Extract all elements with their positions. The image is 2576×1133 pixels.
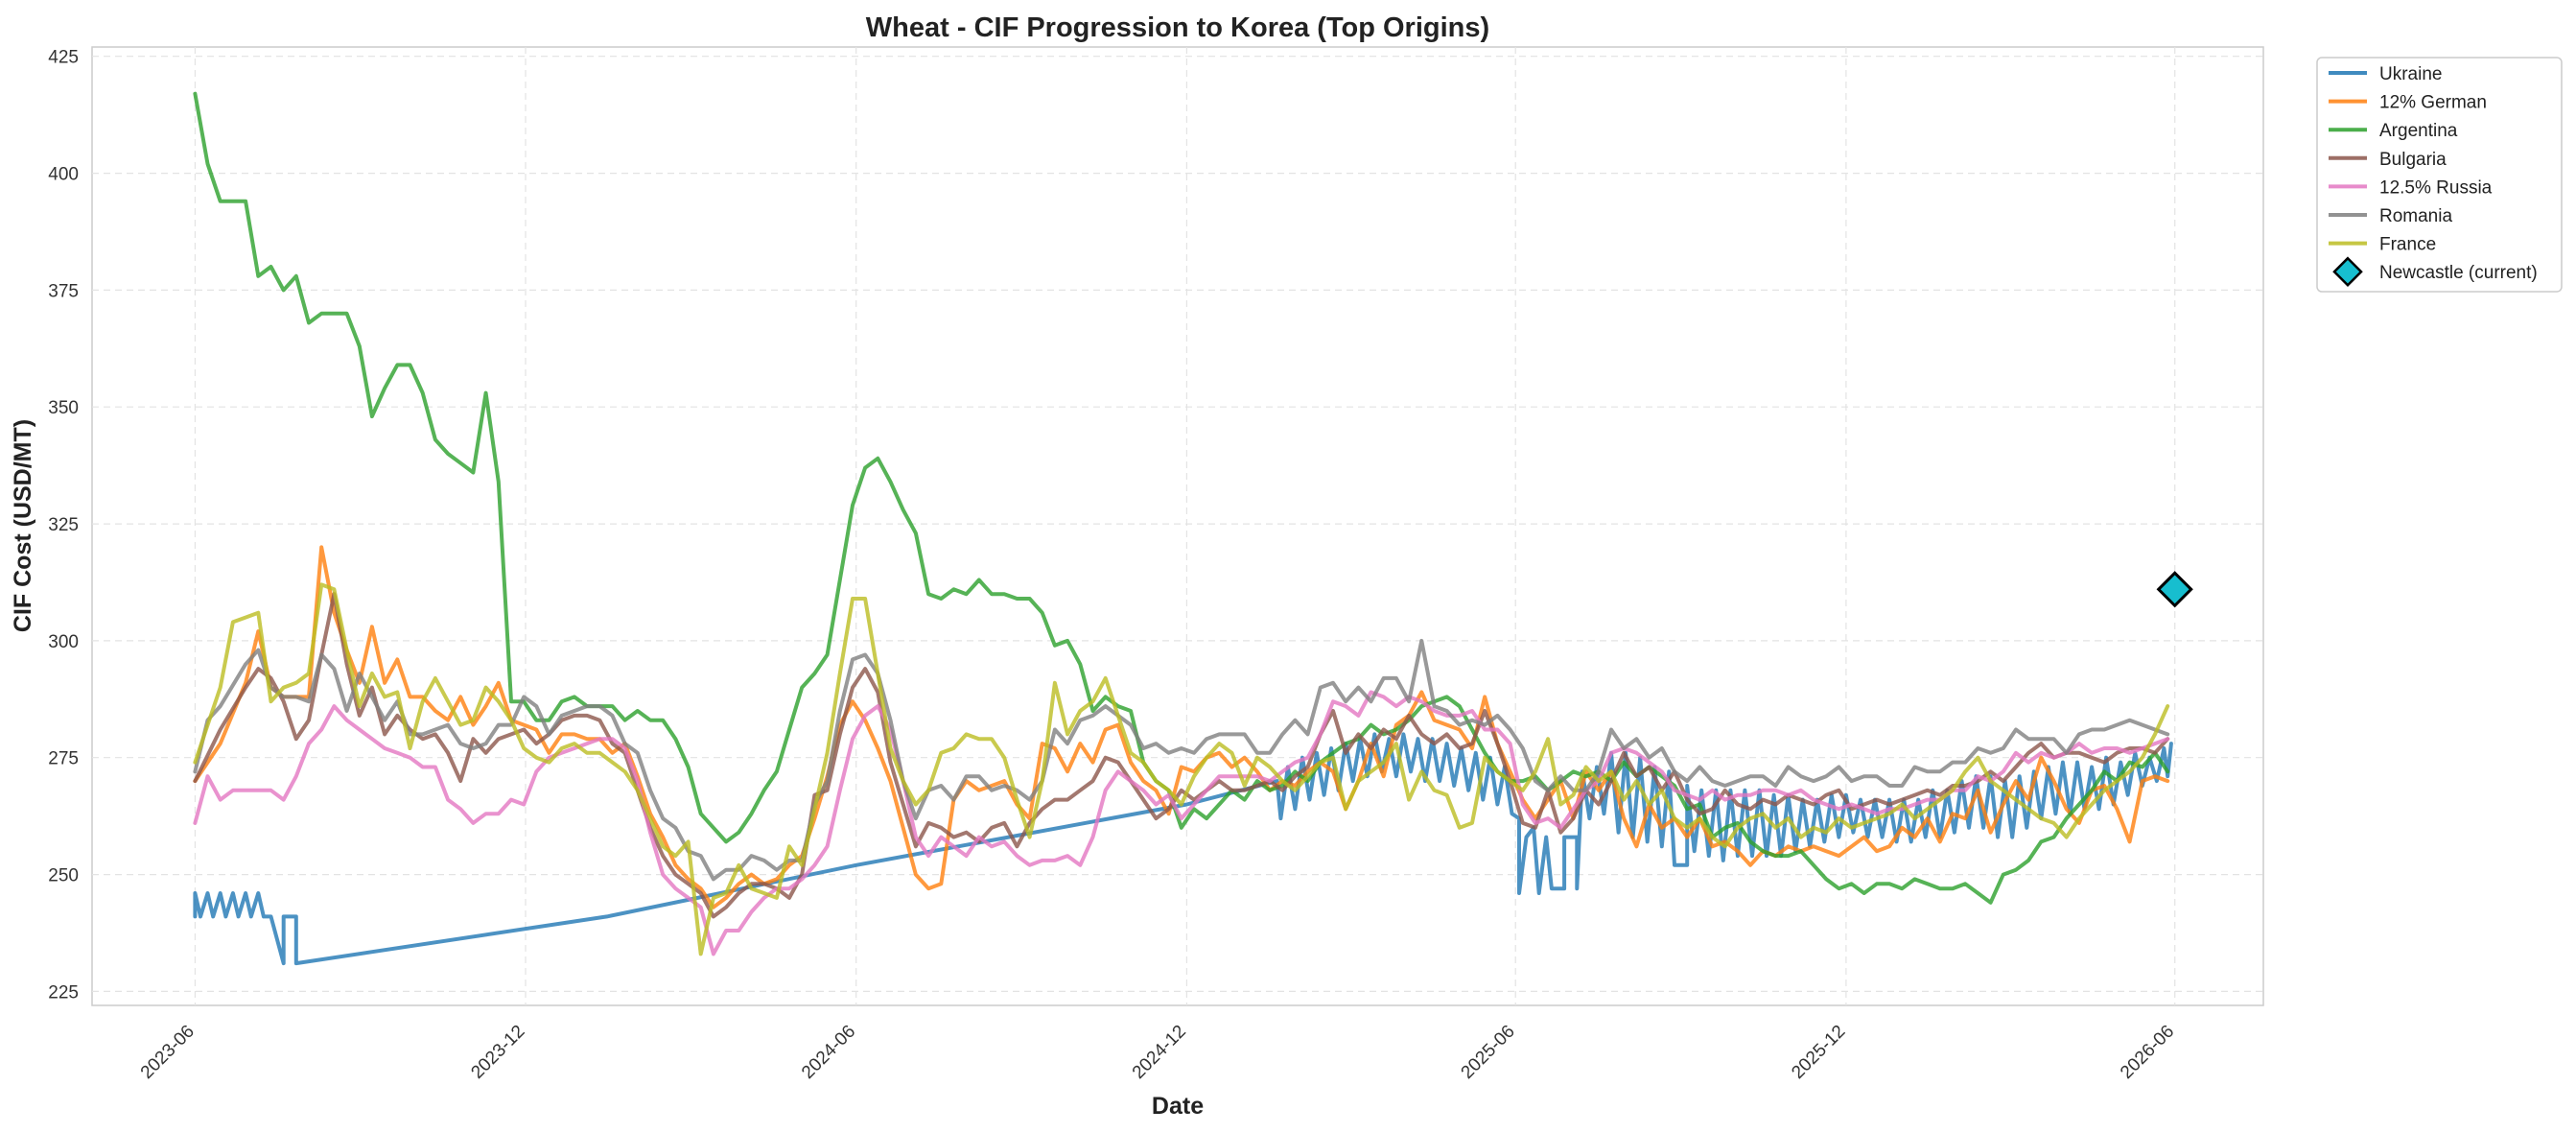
plot-frame xyxy=(91,46,2264,1006)
series-line-3 xyxy=(193,592,2170,919)
series-line-4 xyxy=(193,690,2170,956)
y-axis-label: CIF Cost (USD/MT) xyxy=(10,419,36,632)
legend-label-5: Romania xyxy=(2379,206,2452,226)
legend-label-6: France xyxy=(2379,235,2436,255)
legend: Ukraine 12% German Argentina Bulgaria 12.5% … xyxy=(2316,57,2563,293)
y-tick-label: 375 xyxy=(48,281,79,301)
y-axis-ticks: 225 250 275 300 325 350 375 400 425 xyxy=(48,48,79,1003)
legend-label-4: 12.5% Russia xyxy=(2379,177,2493,198)
legend-label-3: Bulgaria xyxy=(2379,150,2447,170)
chart-title: Wheat - CIF Progression to Korea (Top Or… xyxy=(866,12,1489,43)
series-line-5 xyxy=(193,638,2170,882)
y-tick-label: 300 xyxy=(48,632,79,652)
legend-label-1: 12% German xyxy=(2379,93,2487,113)
marker-point-0 xyxy=(2156,571,2193,608)
y-tick-label: 275 xyxy=(48,749,79,769)
x-axis-label: Date xyxy=(1152,1093,1204,1120)
legend-label-2: Argentina xyxy=(2379,121,2458,141)
legend-marker-label-0: Newcastle (current) xyxy=(2379,263,2538,283)
y-tick-label: 350 xyxy=(48,398,79,418)
y-tick-label: 325 xyxy=(48,515,79,535)
series-line-0 xyxy=(193,732,2173,966)
series-line-1 xyxy=(193,545,2170,909)
y-tick-label: 400 xyxy=(48,165,79,185)
series-layer xyxy=(193,91,2173,966)
plot-area xyxy=(91,46,2264,1006)
y-tick-label: 425 xyxy=(48,48,79,68)
y-tick-label: 225 xyxy=(48,982,79,1003)
series-line-6 xyxy=(193,582,2170,956)
grid xyxy=(92,47,2263,1005)
legend-frame xyxy=(2316,57,2563,293)
y-tick-label: 250 xyxy=(48,866,79,886)
legend-marker-swatch-0 xyxy=(2332,256,2363,287)
legend-label-0: Ukraine xyxy=(2379,64,2442,84)
marker-layer xyxy=(2156,571,2193,608)
